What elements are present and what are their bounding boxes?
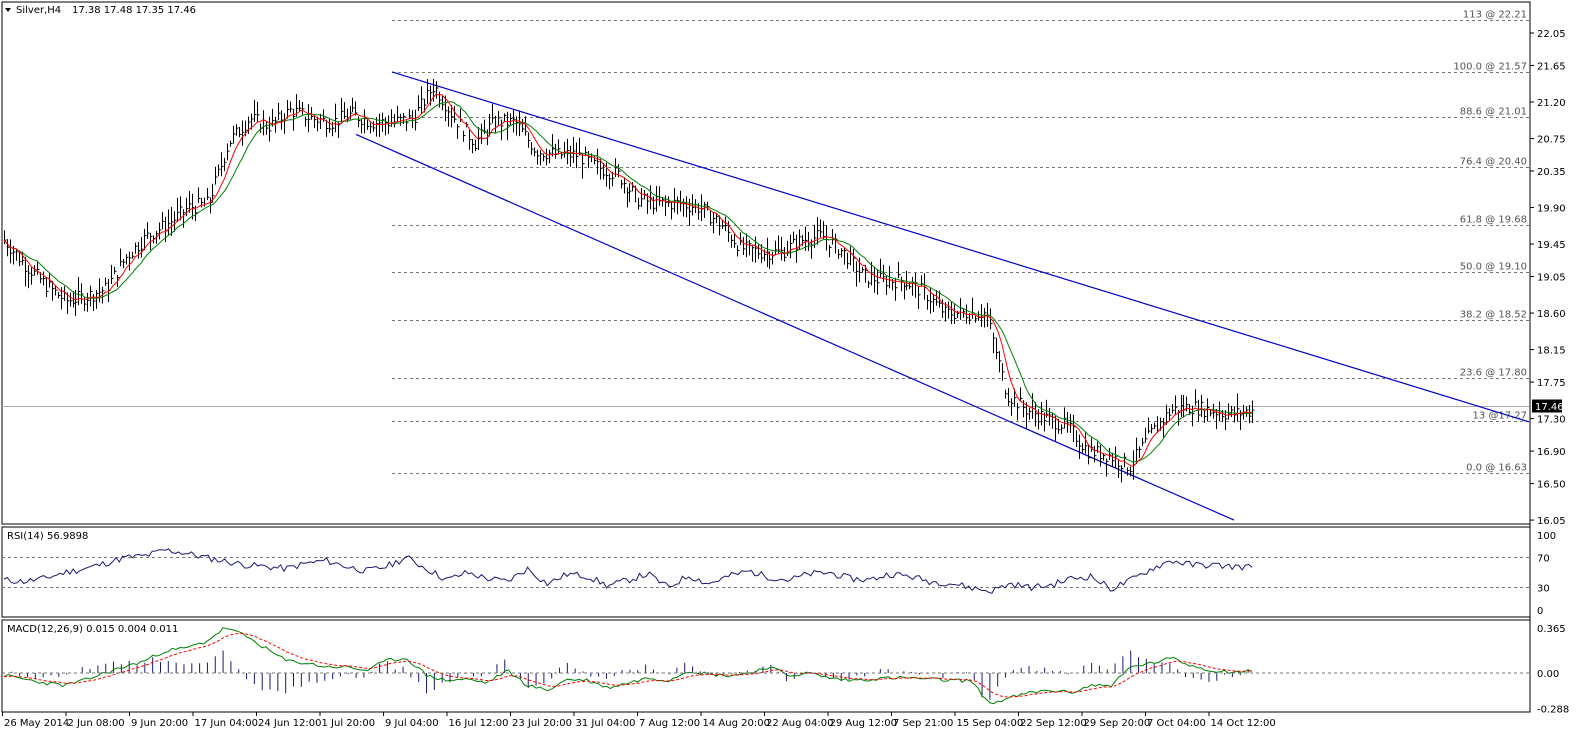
macd-histogram-group: [11, 650, 1249, 700]
symbol-header: Silver,H4: [16, 5, 61, 16]
fib-level-label: 61.8 @ 19.68: [1460, 215, 1527, 226]
time-tick-label: 9 Jun 20:00: [131, 718, 188, 729]
price-tick-label: 21.65: [1537, 61, 1566, 72]
fib-level-label: 50.0 @ 19.10: [1460, 262, 1527, 273]
macd-tick-label: 0.365: [1537, 624, 1566, 635]
fib-level-label: 13 @17.27: [1472, 411, 1527, 422]
time-tick-label: 16 Jul 12:00: [449, 718, 509, 729]
price-tick-label: 19.90: [1537, 204, 1566, 215]
macd-axis-ticks: 0.365 0.00 -0.288: [1537, 624, 1569, 716]
moving-averages-group: [3, 93, 1253, 468]
price-tick-label: 22.05: [1537, 29, 1566, 40]
rsi-header: RSI(14) 56.9898: [7, 531, 88, 542]
price-channel-group: [355, 71, 1530, 521]
macd-lines-group: [2, 627, 1529, 705]
time-tick-label: 7 Aug 12:00: [639, 718, 700, 729]
macd-header: MACD(12,26,9) 0.015 0.004 0.011: [7, 624, 178, 635]
time-tick-label: 22 Aug 04:00: [766, 718, 833, 729]
time-tick-label: 15 Sep 04:00: [957, 718, 1024, 729]
fib-level-label: 100.0 @ 21.57: [1453, 62, 1527, 73]
fib-level-label: 0.0 @ 16.63: [1466, 463, 1527, 474]
time-tick-label: 1 Jul 20:00: [322, 718, 376, 729]
macd-tick-label: 0.00: [1537, 669, 1559, 680]
fib-level-label: 38.2 @ 18.52: [1460, 310, 1527, 321]
price-axis-ticks: 22.05 21.65 21.20 20.75 20.35 19.90 19.45 19.05…: [1530, 29, 1566, 527]
ma-fast-line: [3, 93, 1253, 468]
price-tick-label: 18.15: [1537, 346, 1566, 357]
time-tick-label: 14 Aug 20:00: [703, 718, 770, 729]
rsi-levels-group: [2, 557, 1529, 588]
rsi-tick-label: 70: [1537, 554, 1550, 565]
price-tick-label: 21.20: [1537, 98, 1566, 109]
channel-upper-line: [391, 71, 1530, 423]
rsi-panel-frame: [1, 526, 1531, 618]
time-tick-label: 22 Sep 12:00: [1020, 718, 1087, 729]
macd-tick-label: -0.288: [1537, 705, 1569, 716]
last-price-label: 17.46: [1535, 402, 1564, 413]
last-price-badge: [1532, 399, 1562, 413]
price-tick-label: 16.90: [1537, 447, 1566, 458]
ma-slow-line: [3, 101, 1253, 463]
fib-level-label: 88.6 @ 21.01: [1460, 107, 1527, 118]
time-tick-label: 9 Jul 04:00: [385, 718, 439, 729]
time-tick-label: 17 Jun 04:00: [195, 718, 259, 729]
macd-signal-line: [3, 632, 1253, 698]
fib-levels-group: 113 @ 22.21 100.0 @ 21.57 88.6 @ 21.01 76.4…: [2, 10, 1529, 474]
fib-level-label: 76.4 @ 20.40: [1460, 157, 1527, 168]
price-tick-label: 16.50: [1537, 480, 1566, 491]
price-tick-label: 20.35: [1537, 167, 1566, 178]
time-tick-label: 23 Jul 20:00: [512, 718, 572, 729]
fib-level-label: 23.6 @ 17.80: [1460, 368, 1527, 379]
price-bars-group: [4, 78, 1255, 483]
time-tick-label: 24 Jun 12:00: [258, 718, 322, 729]
time-tick-label: 7 Sep 21:00: [893, 718, 953, 729]
time-tick-label: 14 Oct 12:00: [1211, 718, 1276, 729]
price-panel-frame: [1, 1, 1531, 525]
time-tick-label: 2 Jun 08:00: [68, 718, 125, 729]
rsi-tick-label: 30: [1537, 584, 1550, 595]
macd-line: [3, 627, 1253, 705]
rsi-tick-label: 100: [1537, 531, 1556, 542]
fib-level-label: 113 @ 22.21: [1463, 10, 1527, 21]
price-tick-label: 17.75: [1537, 378, 1566, 389]
channel-lower-line: [355, 133, 1235, 521]
rsi-tick-label: 0: [1537, 606, 1543, 617]
price-tick-label: 17.30: [1537, 415, 1566, 426]
time-tick-label: 31 Jul 04:00: [576, 718, 636, 729]
price-tick-label: 19.05: [1537, 273, 1566, 284]
time-tick-label: 26 May 2014: [4, 718, 69, 729]
symbol-dropdown-arrow[interactable]: [5, 8, 11, 12]
time-tick-label: 29 Aug 12:00: [830, 718, 897, 729]
time-tick-label: 7 Oct 04:00: [1147, 718, 1206, 729]
price-tick-label: 16.05: [1537, 516, 1566, 527]
rsi-line: [3, 548, 1253, 594]
time-tick-label: 29 Sep 20:00: [1084, 718, 1151, 729]
price-tick-label: 20.75: [1537, 135, 1566, 146]
price-tick-label: 19.45: [1537, 240, 1566, 251]
price-tick-label: 18.60: [1537, 309, 1566, 320]
ohlc-header: 17.38 17.48 17.35 17.46: [72, 5, 196, 16]
rsi-axis-ticks: 100 70 30 0: [1537, 531, 1556, 617]
rsi-line-group: [3, 548, 1253, 594]
